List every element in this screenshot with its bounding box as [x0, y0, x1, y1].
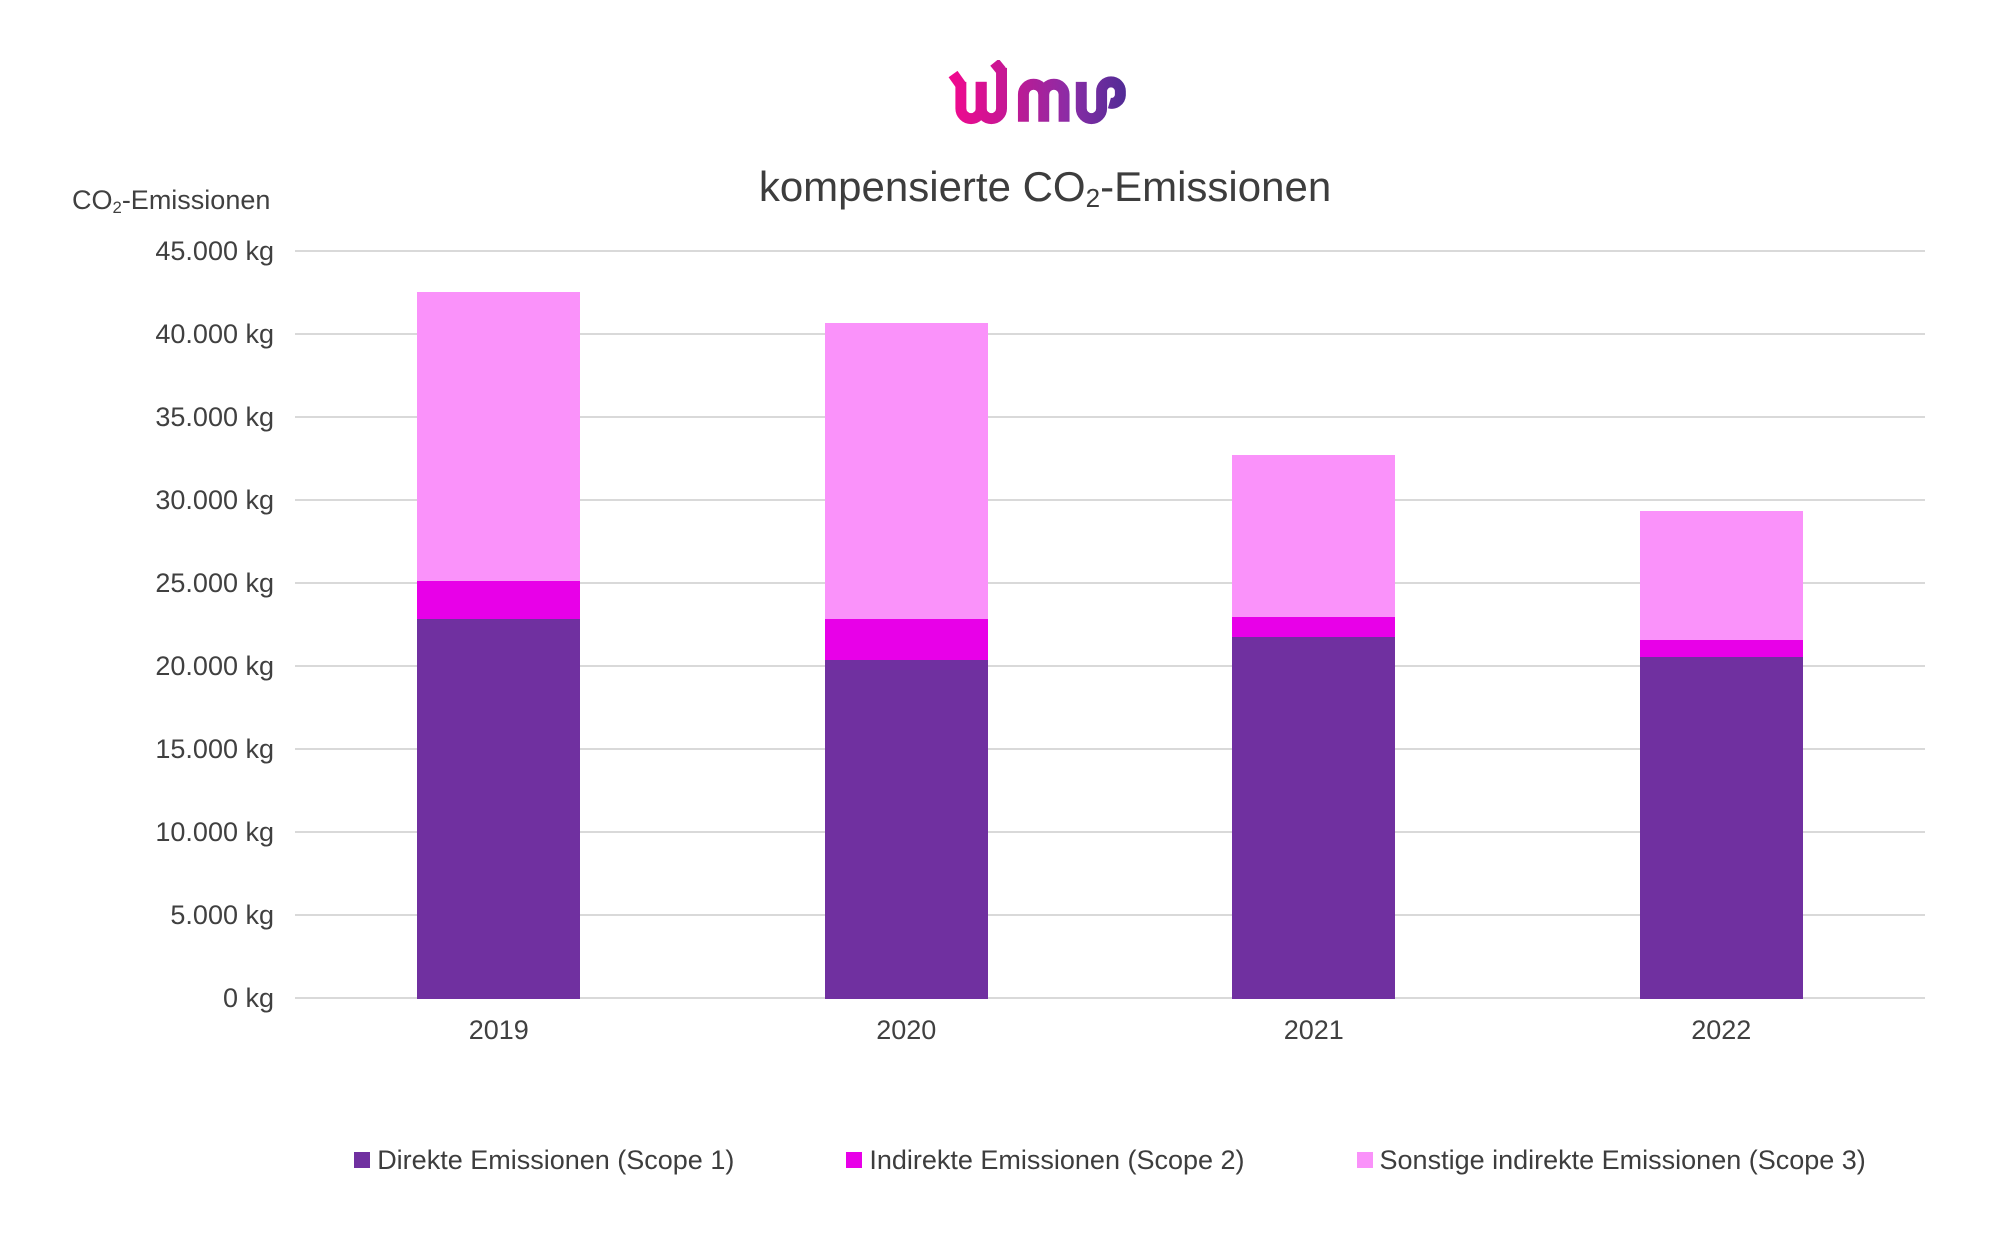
bar-segment-2020-scope2 [824, 618, 988, 661]
gridline [295, 997, 1925, 999]
legend-label: Direkte Emissionen (Scope 1) [377, 1145, 735, 1175]
chart-title: kompensierte CO2-Emissionen [758, 163, 1332, 213]
bar-segment-2021-scope1 [1232, 637, 1396, 999]
wdm-logo [948, 60, 1153, 146]
bar-segment-2022-scope2 [1639, 640, 1803, 658]
y-tick-label: 40.000 kg [155, 319, 274, 349]
x-axis-label: 2020 [876, 1015, 937, 1045]
legend-label: Indirekte Emissionen (Scope 2) [869, 1145, 1245, 1175]
gridline [295, 665, 1925, 667]
y-axis-title-suffix: -Emissionen [121, 185, 271, 215]
gridline [295, 582, 1925, 584]
gridline [295, 250, 1925, 252]
wdm-logo-glyphs [948, 60, 1126, 125]
y-axis-title-text: CO [72, 185, 113, 215]
bar-segment-2019-scope3 [417, 291, 581, 581]
y-tick-label: 5.000 kg [170, 900, 274, 930]
legend: Direkte Emissionen (Scope 1) Indirekte Em… [295, 1140, 1925, 1180]
y-tick-label: 0 kg [222, 983, 274, 1013]
bar-segment-2022-scope3 [1639, 510, 1803, 641]
legend-item-scope2: Indirekte Emissionen (Scope 2) [846, 1143, 1245, 1177]
y-axis-title: CO2-Emissionen [72, 184, 270, 216]
legend-label: Sonstige indirekte Emissionen (Scope 3) [1379, 1145, 1866, 1175]
gridline [295, 914, 1925, 916]
legend-swatch-icon [354, 1152, 371, 1168]
y-tick-label: 30.000 kg [155, 485, 274, 515]
y-tick-label: 35.000 kg [155, 402, 274, 432]
chart-title-subscript: 2 [1085, 182, 1101, 213]
bar-segment-2019-scope1 [417, 618, 581, 999]
bar-segment-2020-scope1 [824, 660, 988, 999]
y-tick-label: 10.000 kg [155, 817, 274, 847]
bar-segment-2021-scope3 [1232, 454, 1396, 618]
legend-item-scope3: Sonstige indirekte Emissionen (Scope 3) [1356, 1143, 1866, 1177]
x-axis-label: 2021 [1283, 1015, 1344, 1045]
bar-segment-2021-scope2 [1232, 617, 1396, 638]
x-axis-label: 2019 [468, 1015, 529, 1045]
bar-segment-2020-scope3 [824, 323, 988, 619]
legend-item-scope1: Direkte Emissionen (Scope 1) [354, 1143, 734, 1177]
x-axis-label: 2022 [1691, 1015, 1752, 1045]
gridline [295, 416, 1925, 418]
gridline [295, 831, 1925, 833]
bar-segment-2019-scope2 [417, 580, 581, 619]
gridline [295, 333, 1925, 335]
y-tick-label: 20.000 kg [155, 651, 274, 681]
legend-swatch-icon [846, 1152, 863, 1168]
y-tick-label: 15.000 kg [155, 734, 274, 764]
gridline [295, 499, 1925, 501]
bar-segment-2022-scope1 [1639, 657, 1803, 999]
chart-title-suffix: -Emissionen [1100, 163, 1332, 210]
y-axis-title-subscript: 2 [112, 197, 122, 217]
legend-swatch-icon [1356, 1152, 1373, 1168]
y-tick-label: 45.000 kg [155, 236, 274, 266]
y-tick-label: 25.000 kg [155, 568, 274, 598]
gridline [295, 748, 1925, 750]
chart-title-text: kompensierte CO [758, 163, 1086, 210]
